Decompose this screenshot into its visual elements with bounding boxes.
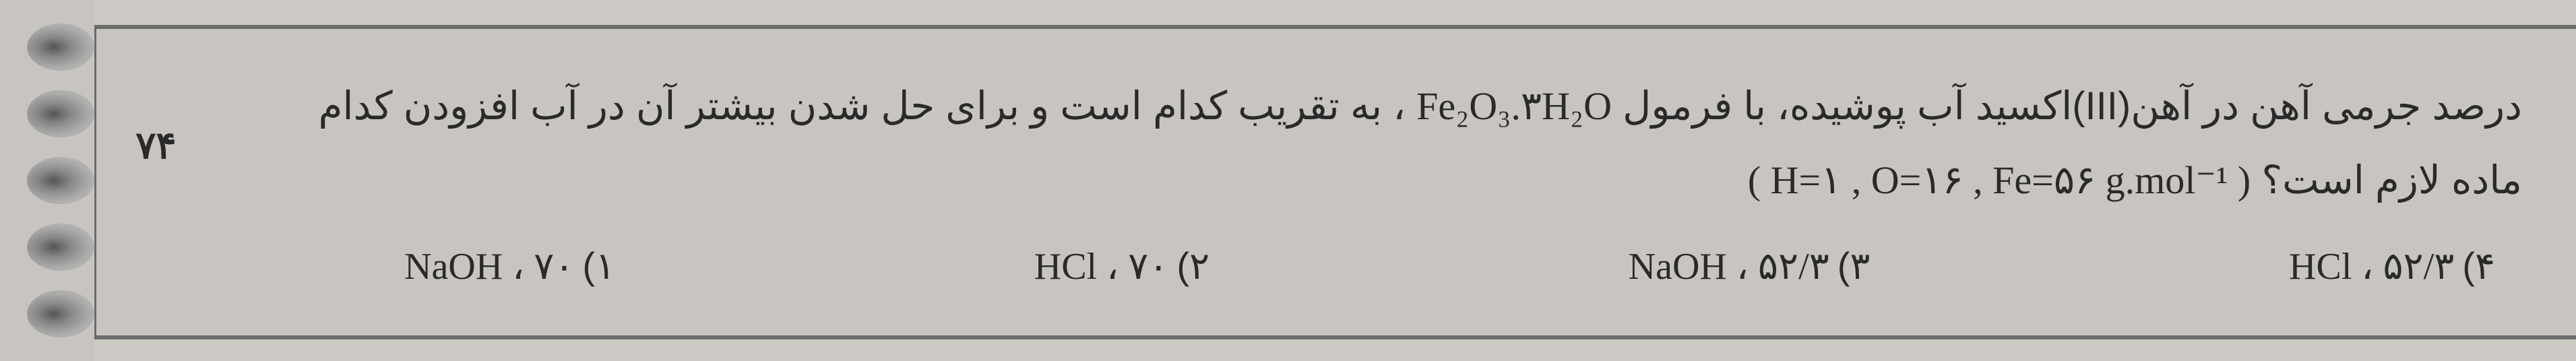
question-area: ۷۴ درصد جرمی آهن در آهن(III)اکسید آب پوش… xyxy=(94,27,2576,337)
spiral-hole xyxy=(27,157,94,204)
option-content: NaOH ، ۷۰ xyxy=(404,244,574,288)
question-number: ۷۴ xyxy=(135,123,176,168)
spiral-hole xyxy=(27,90,94,137)
option-content: HCl ، ۷۰ xyxy=(1034,244,1169,288)
molar-masses: ( H=۱ , O=۱۶ , Fe=۵۶ g.mol⁻¹ ) xyxy=(1748,143,2251,218)
spiral-hole xyxy=(27,24,94,71)
option-3: ۳) NaOH ، ۵۲/۳ xyxy=(1629,244,1871,288)
question-text-part1: درصد جرمی آهن در آهن(III)اکسید آب پوشیده… xyxy=(1623,84,2522,128)
option-4: ۴) HCl ، ۵۲/۳ xyxy=(2289,244,2495,288)
option-number: ۳) xyxy=(1837,244,1871,288)
question-row: ۷۴ درصد جرمی آهن در آهن(III)اکسید آب پوش… xyxy=(94,27,2576,337)
question-number-cell: ۷۴ xyxy=(94,29,216,335)
spiral-hole xyxy=(27,290,94,337)
top-border xyxy=(94,0,2576,27)
chemical-formula: Fe₂O₃.۳H₂O xyxy=(1416,69,1612,143)
option-number: ۴) xyxy=(2462,244,2495,288)
option-2: ۲) HCl ، ۷۰ xyxy=(1034,244,1210,288)
bottom-border xyxy=(94,337,2576,361)
option-number: ۱) xyxy=(582,244,615,288)
question-text: درصد جرمی آهن در آهن(III)اکسید آب پوشیده… xyxy=(270,69,2522,218)
option-content: HCl ، ۵۲/۳ xyxy=(2289,244,2454,288)
options-row: ۱) NaOH ، ۷۰ ۲) HCl ، ۷۰ ۳) NaOH ، ۵۲/۳ … xyxy=(270,230,2522,308)
question-content: درصد جرمی آهن در آهن(III)اکسید آب پوشیده… xyxy=(216,29,2576,335)
option-content: NaOH ، ۵۲/۳ xyxy=(1629,244,1829,288)
spiral-hole xyxy=(27,224,94,271)
spiral-binding xyxy=(0,0,94,361)
option-number: ۲) xyxy=(1176,244,1210,288)
option-1: ۱) NaOH ، ۷۰ xyxy=(404,244,615,288)
